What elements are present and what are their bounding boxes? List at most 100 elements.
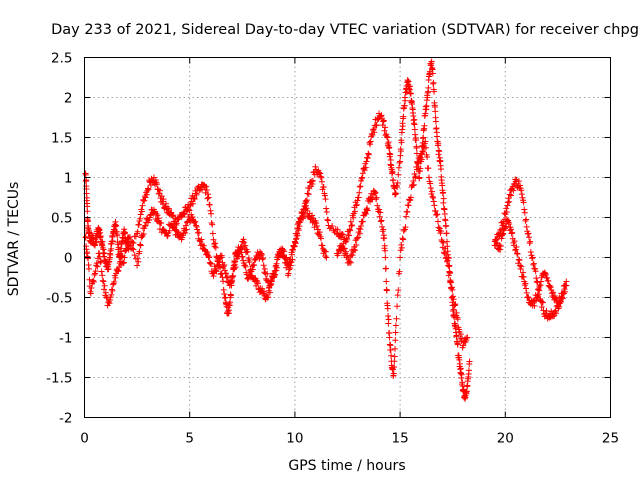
data-point-s1-451 [364,207,371,214]
data-point-s1-647 [496,242,503,249]
data-point-s1-268 [244,248,251,255]
data-point-s0-913 [526,240,533,247]
data-point-s1-577 [427,185,434,192]
data-point-s0-248 [186,207,193,214]
data-point-s0-240 [181,211,188,218]
data-point-s0-464 [305,191,312,198]
data-point-s1-663 [506,220,513,227]
data-point-s0-175 [142,194,149,201]
data-point-s1-84 [134,262,141,269]
data-point-s0-623 [397,158,404,165]
data-point-s0-496 [324,217,331,224]
data-point-s1-18 [90,277,97,284]
data-point-s1-486 [382,265,389,272]
data-point-s0-923 [532,268,539,275]
data-point-s1-582 [430,198,437,205]
data-point-s0-852 [465,367,472,374]
data-point-s1-549 [410,181,417,188]
data-point-s0-257 [191,195,198,202]
data-point-s0-728 [428,58,435,65]
data-point-s1-53 [111,278,118,285]
data-point-s0-759 [437,166,444,173]
data-point-s1-680 [516,257,523,264]
data-point-s0-552 [362,164,369,171]
data-point-s0-907 [523,216,530,223]
data-point-s0-659 [407,90,414,97]
data-point-s0-471 [309,177,316,184]
data-point-s0-12 [84,208,91,215]
data-point-s0-326 [227,292,234,299]
data-point-s0-876 [504,202,511,209]
data-point-s1-554 [413,166,420,173]
data-point-s0-283 [207,207,214,214]
data-point-s1-20 [91,271,98,278]
data-point-s0-904 [521,206,528,213]
data-point-s1-503 [388,352,395,359]
data-point-s0-395 [264,270,271,277]
chart-title: Day 233 of 2021, Sidereal Day-to-day VTE… [51,22,639,38]
data-point-s1-528 [398,241,405,248]
data-point-s1-353 [295,227,302,234]
data-point-s1-413 [341,245,348,252]
data-point-s1-648 [497,246,504,253]
data-point-s1-465 [373,196,380,203]
data-point-s0-581 [380,118,387,125]
data-point-s1-344 [290,242,297,249]
data-point-s1-33 [99,272,106,279]
data-point-s0-935 [539,299,546,306]
data-point-s0-915 [527,249,534,256]
data-point-s1-346 [291,243,298,250]
data-point-s0-433 [287,265,294,272]
data-point-s1-31 [98,258,105,265]
data-point-s1-329 [281,254,288,261]
data-point-s1-295 [260,288,267,295]
data-point-s1-74 [123,245,130,252]
data-point-s1-543 [407,196,414,203]
data-point-s0-179 [144,185,151,192]
data-point-s1-258 [238,243,245,250]
data-point-s0-202 [158,193,165,200]
data-point-s1-49 [108,286,115,293]
data-point-s1-594 [437,228,444,235]
data-point-s1-272 [247,267,254,274]
data-point-s1-89 [137,241,144,248]
data-point-s1-489 [383,287,390,294]
data-point-s1-145 [170,223,177,230]
data-point-s1-328 [280,253,287,260]
data-point-s0-259 [193,190,200,197]
data-point-s1-711 [535,294,542,301]
data-point-s1-484 [382,254,389,261]
data-point-s1-517 [392,337,399,344]
data-point-s1-187 [196,229,203,236]
data-point-s1-184 [194,226,201,233]
data-point-s1-242 [229,277,236,284]
data-point-s0-555 [364,155,371,162]
data-point-s1-215 [212,267,219,274]
data-point-s0-61 [97,233,104,240]
x-tick-label: 20 [497,431,514,447]
data-point-s1-51 [110,281,117,288]
data-point-s0-880 [506,191,513,198]
data-point-s0-288 [210,236,217,243]
data-point-s1-706 [532,297,539,304]
data-point-s1-25 [94,263,101,270]
data-point-s0-640 [402,97,409,104]
data-point-s1-11 [86,276,93,283]
data-point-s0-933 [538,303,545,310]
data-point-s1-583 [431,202,438,209]
data-point-s1-523 [395,287,402,294]
data-point-s1-653 [500,230,507,237]
data-point-s1-715 [537,282,544,289]
data-point-s1-29 [96,253,103,260]
data-point-s0-577 [377,113,384,120]
data-point-s0-582 [380,117,387,124]
data-point-s0-734 [430,79,437,86]
data-point-s1-97 [141,223,148,230]
data-point-s0-277 [203,187,210,194]
data-point-s0-470 [309,180,316,187]
data-point-s0-116 [114,232,121,239]
data-point-s1-608 [446,268,453,275]
data-point-s1-576 [427,180,434,187]
data-point-s1-747 [556,300,563,307]
